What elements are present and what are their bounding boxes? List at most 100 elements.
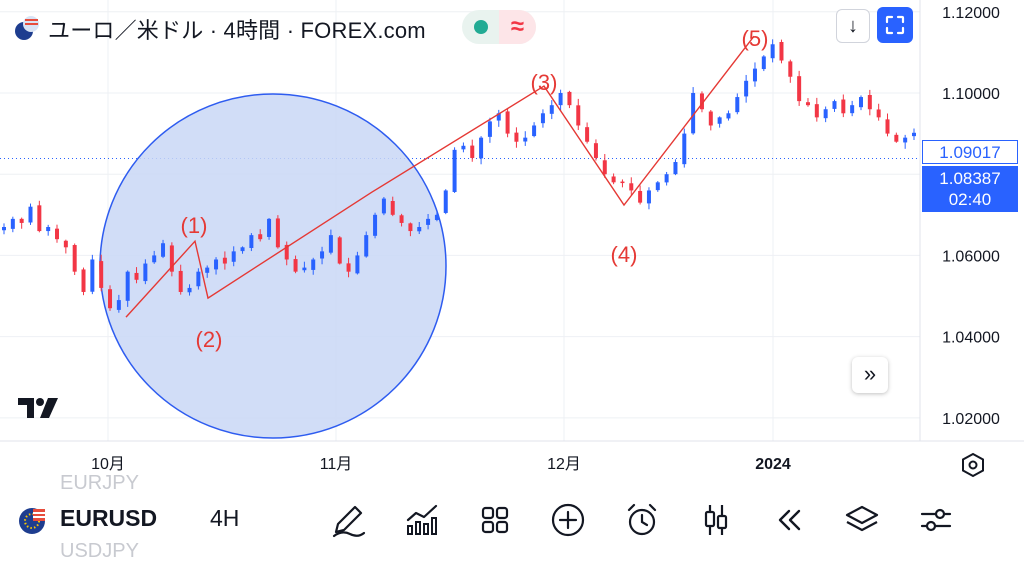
- candle-body: [770, 44, 775, 59]
- candle-body: [461, 145, 466, 150]
- candle-body: [346, 263, 351, 272]
- candle-body: [496, 113, 501, 121]
- candle-body: [293, 259, 298, 272]
- candle-body: [576, 105, 581, 126]
- alert-icon[interactable]: [622, 500, 662, 540]
- candle-body: [858, 97, 863, 108]
- tradingview-logo-icon: [18, 398, 58, 418]
- candle-body: [434, 214, 439, 221]
- add-icon[interactable]: [548, 500, 588, 540]
- candle-body: [602, 160, 607, 175]
- candle-body: [646, 190, 651, 204]
- candle-body: [134, 272, 139, 280]
- candle-body: [779, 41, 784, 61]
- candle-body: [832, 101, 837, 109]
- candle-body: [417, 226, 422, 232]
- candle-body: [514, 132, 519, 142]
- wave-line: [125, 35, 755, 318]
- candle-body: [611, 176, 616, 183]
- download-button[interactable]: ↓: [836, 9, 870, 43]
- symbol-selector[interactable]: EURUSD: [60, 505, 158, 531]
- wave-label: (1): [181, 213, 208, 238]
- layers-icon[interactable]: [842, 500, 882, 540]
- time-tick-label: 12月: [547, 456, 581, 473]
- candle-body: [214, 259, 219, 270]
- candle-body: [169, 245, 174, 272]
- candle-body: [558, 92, 563, 106]
- candle-body: [655, 182, 660, 191]
- draw-icon[interactable]: [328, 500, 368, 540]
- market-status-pill[interactable]: ≈: [462, 10, 536, 44]
- chart-title: ユーロ／米ドル · 4時間 · FOREX.com: [48, 18, 426, 43]
- candle-body: [46, 226, 51, 232]
- current-price-tag: 1.08387 02:40: [922, 166, 1018, 212]
- candle-body: [814, 104, 819, 118]
- candle-body: [867, 94, 872, 110]
- price-tick-label: 1.06000: [942, 248, 1000, 265]
- candle-body: [452, 149, 457, 192]
- candle-body: [364, 235, 369, 257]
- layouts-icon[interactable]: [475, 500, 515, 540]
- candle-body: [28, 206, 33, 223]
- price-tick-label: 1.04000: [942, 330, 1000, 347]
- candle-body: [373, 214, 378, 236]
- candle-body: [620, 181, 625, 184]
- price-axis: 1.12000 1.10000 1.06000 1.04000 1.02000: [942, 5, 1000, 428]
- settings-sliders-icon[interactable]: [916, 500, 956, 540]
- candle-body: [797, 76, 802, 102]
- candle-body: [63, 240, 68, 248]
- eur-usd-flag-icon: [15, 16, 39, 40]
- candle-body: [505, 111, 510, 134]
- candle-body: [540, 113, 545, 124]
- candle-body: [196, 271, 201, 287]
- candle-body: [116, 300, 121, 310]
- candle-body: [673, 162, 678, 175]
- highlight-circle: [99, 93, 447, 439]
- candle-body: [629, 183, 634, 191]
- candle-body: [37, 205, 42, 232]
- candle-body: [841, 99, 846, 114]
- candle-body: [788, 61, 793, 77]
- fullscreen-icon: [885, 15, 905, 35]
- candle-body: [355, 255, 360, 274]
- candle-body: [593, 143, 598, 158]
- price-tick-label: 1.10000: [942, 86, 1000, 103]
- current-price-value: 1.08387: [939, 169, 1001, 188]
- candle-body: [222, 257, 227, 264]
- replay-icon[interactable]: [769, 500, 809, 540]
- candle-body: [470, 145, 475, 158]
- candle-body: [735, 97, 740, 113]
- candle-body: [320, 251, 325, 259]
- axis-settings-icon[interactable]: [960, 452, 986, 478]
- market-open-icon: [474, 20, 488, 34]
- candle-body: [699, 93, 704, 110]
- candle-body: [72, 245, 77, 272]
- indicators-icon[interactable]: [402, 500, 442, 540]
- candle-body: [744, 80, 749, 97]
- scroll-to-realtime-button[interactable]: »: [852, 357, 888, 393]
- candle-body: [125, 271, 130, 301]
- candle-body: [885, 119, 890, 134]
- last-price-tag: 1.09017: [922, 140, 1018, 164]
- eurusd-icon: [19, 508, 45, 534]
- candle-body: [717, 117, 722, 124]
- candle-body: [81, 269, 86, 292]
- candle-body: [161, 243, 166, 257]
- candle-body: [55, 228, 60, 240]
- candle-body: [258, 234, 263, 240]
- candle-body: [549, 105, 554, 114]
- candle-body: [567, 91, 572, 106]
- candle-body: [876, 109, 881, 118]
- candle-body: [240, 247, 245, 252]
- candle-body: [682, 133, 687, 165]
- time-tick-label: 2024: [755, 456, 791, 473]
- candle-body: [187, 287, 192, 293]
- chart-type-icon[interactable]: [696, 500, 736, 540]
- candle-body: [108, 289, 113, 309]
- fullscreen-button[interactable]: [877, 7, 913, 43]
- candle-body: [912, 132, 916, 137]
- candle-body: [267, 218, 272, 237]
- timeframe-selector[interactable]: 4H: [210, 505, 240, 531]
- symbol-wheel-next: USDJPY: [60, 540, 139, 562]
